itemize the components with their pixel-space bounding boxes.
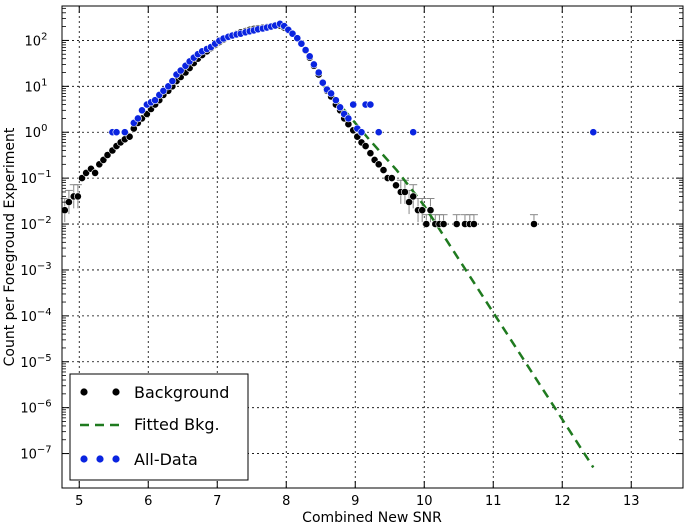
background-point	[78, 174, 86, 182]
data-points	[60, 19, 598, 228]
background-point	[387, 174, 396, 182]
background-point	[418, 206, 427, 215]
all-data-point	[327, 89, 335, 98]
background-point	[91, 168, 99, 177]
all-data-point	[318, 78, 327, 87]
y-tick-label: 101	[25, 77, 48, 95]
background-point	[65, 198, 73, 206]
all-data-point	[589, 128, 598, 137]
x-tick-label: 8	[282, 494, 290, 509]
all-data-point	[409, 128, 418, 137]
y-tick-label: 10−5	[20, 353, 51, 371]
legend-marker-background	[112, 388, 120, 396]
y-tick-label: 10−7	[20, 445, 51, 463]
background-point	[530, 220, 538, 228]
background-point	[400, 188, 409, 196]
y-tick-label: 10−6	[20, 399, 51, 417]
x-tick-label: 12	[554, 494, 571, 509]
legend: Background Fitted Bkg. All-Data	[69, 373, 249, 481]
y-tick-label: 102	[25, 31, 48, 49]
all-data-point	[309, 60, 318, 69]
all-data-point	[293, 34, 302, 43]
all-data-point	[336, 103, 344, 112]
background-point	[125, 132, 134, 141]
all-data-point	[305, 52, 314, 61]
background-point	[439, 220, 448, 228]
legend-marker-background	[80, 388, 88, 396]
x-tick-label: 10	[416, 494, 433, 509]
axis-ticks	[62, 6, 683, 488]
y-tick-label: 10−1	[20, 169, 51, 187]
all-data-point	[357, 128, 366, 137]
background-point	[409, 192, 418, 201]
fitted-background-line	[323, 85, 595, 469]
x-tick-label: 13	[623, 494, 640, 509]
all-data-point	[288, 29, 297, 38]
background-point	[74, 192, 82, 201]
grid	[62, 6, 683, 488]
all-data-point	[133, 114, 142, 123]
all-data-point	[151, 96, 159, 105]
legend-marker-all-data	[96, 455, 104, 463]
all-data-point	[159, 86, 168, 95]
x-tick-label: 7	[213, 494, 221, 509]
background-point	[426, 206, 435, 215]
all-data-point	[301, 46, 310, 54]
all-data-point	[331, 96, 340, 105]
legend-marker-all-data	[80, 455, 88, 463]
y-axis-title: Count per Foreground Experiment	[2, 127, 18, 366]
background-point	[422, 220, 431, 228]
background-point	[452, 220, 461, 228]
all-data-point	[314, 68, 323, 77]
tick-labels: 5 6 7 8 9 10 11 12 13 102 101 100 10−1 10−2 10−3 10−4 10…	[20, 31, 639, 509]
background-point	[366, 149, 375, 158]
background-point	[405, 198, 413, 206]
all-data-point	[176, 66, 185, 75]
x-tick-label: 11	[485, 494, 502, 509]
x-tick-label: 5	[75, 494, 83, 509]
legend-items	[80, 388, 120, 463]
background-point	[469, 220, 478, 228]
plot-frame	[61, 5, 684, 489]
background-point	[379, 166, 388, 174]
y-tick-label: 100	[25, 123, 48, 141]
x-tick-label: 9	[351, 494, 359, 509]
background-point	[103, 151, 112, 159]
all-data-point	[344, 114, 353, 123]
all-data-point	[349, 100, 358, 109]
legend-label-fitted: Fitted Bkg.	[134, 415, 220, 434]
legend-marker-all-data	[112, 455, 120, 463]
all-data-point	[374, 128, 383, 137]
all-data-point	[112, 128, 121, 137]
y-tick-label: 10−3	[20, 261, 51, 279]
y-tick-label: 10−4	[20, 307, 51, 325]
fitted-background-layer	[323, 85, 595, 469]
legend-label-all-data: All-Data	[134, 450, 198, 469]
all-data-point	[297, 39, 306, 48]
all-data-point	[164, 82, 173, 91]
all-data-point	[168, 77, 177, 85]
background-point	[374, 160, 383, 169]
legend-label-background: Background	[134, 383, 229, 402]
x-tick-label: 6	[144, 494, 152, 509]
y-tick-label: 10−2	[20, 215, 51, 233]
background-point	[392, 181, 400, 190]
all-data-point	[120, 128, 129, 137]
all-data-point	[366, 100, 375, 109]
background-point	[361, 142, 370, 150]
x-axis-title: Combined New SNR	[302, 510, 442, 526]
all-data-point	[138, 106, 146, 115]
